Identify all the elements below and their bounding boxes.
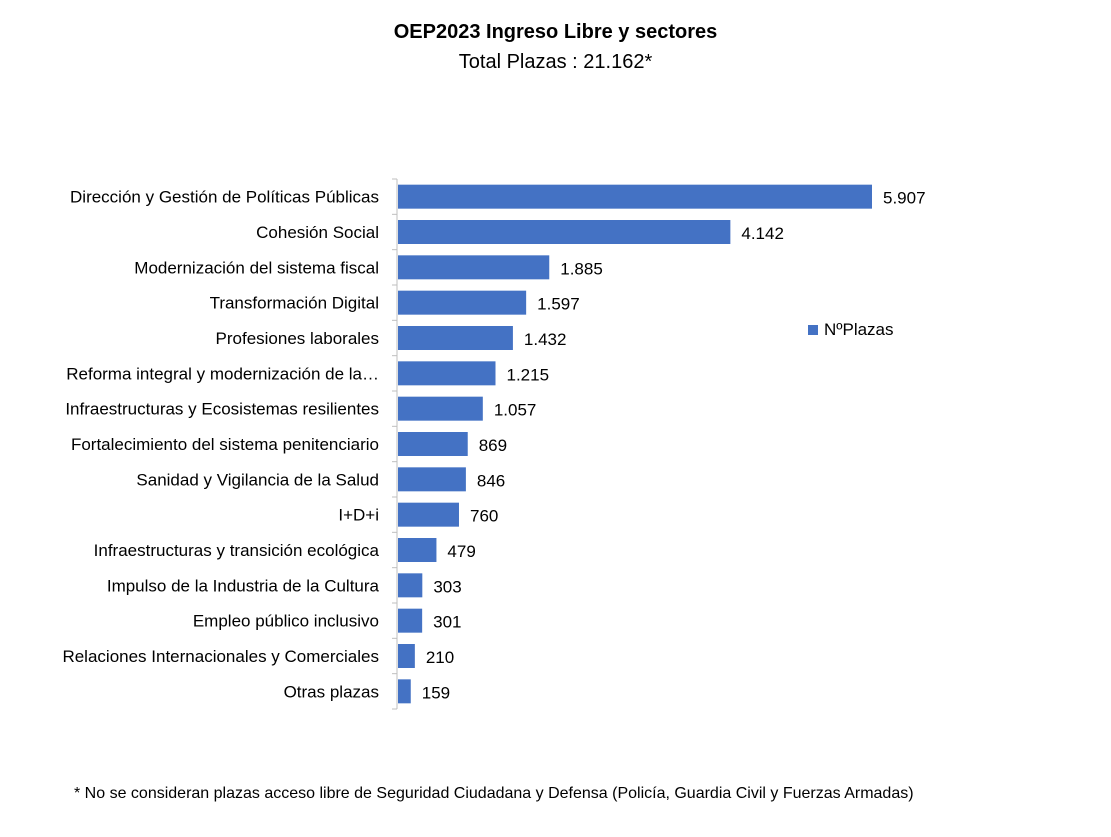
data-label: 301 <box>433 613 461 632</box>
bar <box>398 396 483 421</box>
data-label: 1.885 <box>560 259 603 278</box>
bar <box>398 432 468 456</box>
bar <box>398 290 527 315</box>
data-label: 760 <box>470 507 498 526</box>
category-label: Modernización del sistema fiscal <box>134 258 379 277</box>
category-label: I+D+i <box>338 506 379 525</box>
category-label: Sanidad y Vigilancia de la Salud <box>136 470 379 489</box>
data-label: 1.432 <box>524 330 567 349</box>
bar <box>398 679 411 704</box>
chart-title: OEP2023 Ingreso Libre y sectores <box>393 21 718 43</box>
bar <box>398 538 437 562</box>
bar <box>398 220 731 244</box>
chart-subtitle: Total Plazas : 21.162* <box>458 51 653 73</box>
category-label: Cohesión Social <box>256 223 379 242</box>
category-label: Infraestructuras y transición ecológica <box>94 541 380 560</box>
category-label: Impulso de la Industria de la Cultura <box>107 576 380 595</box>
bar <box>398 361 496 386</box>
data-label: 869 <box>479 436 507 455</box>
bar <box>398 573 423 598</box>
data-label: 1.215 <box>506 365 549 384</box>
bar <box>398 467 466 492</box>
data-label: 5.907 <box>883 189 926 208</box>
bar <box>398 502 459 527</box>
category-label: Dirección y Gestión de Políticas Pública… <box>70 188 379 207</box>
legend-swatch <box>808 325 818 335</box>
category-label: Profesiones laborales <box>216 329 379 348</box>
data-label: 1.597 <box>537 295 580 314</box>
category-label: Otras plazas <box>284 682 379 701</box>
bar <box>398 608 423 633</box>
data-label: 846 <box>477 471 505 490</box>
data-label: 210 <box>426 648 454 667</box>
bar <box>398 255 550 280</box>
category-label: Transformación Digital <box>210 294 379 313</box>
bar <box>398 326 513 350</box>
legend-label: NºPlazas <box>824 320 894 339</box>
category-label: Fortalecimiento del sistema penitenciari… <box>71 435 379 454</box>
category-label: Infraestructuras y Ecosistemas resilient… <box>65 400 379 419</box>
bar <box>398 184 872 209</box>
category-label: Reforma integral y modernización de la… <box>66 364 379 383</box>
category-label: Empleo público inclusivo <box>193 612 379 631</box>
bar <box>398 644 415 668</box>
data-label: 303 <box>433 577 461 596</box>
data-label: 1.057 <box>494 401 537 420</box>
data-label: 4.142 <box>741 224 784 243</box>
legend: NºPlazas <box>808 320 894 340</box>
data-label: 159 <box>422 683 450 702</box>
footnote: * No se consideran plazas acceso libre d… <box>74 785 914 802</box>
data-label: 479 <box>447 542 475 561</box>
category-label: Relaciones Internacionales y Comerciales <box>62 647 379 666</box>
